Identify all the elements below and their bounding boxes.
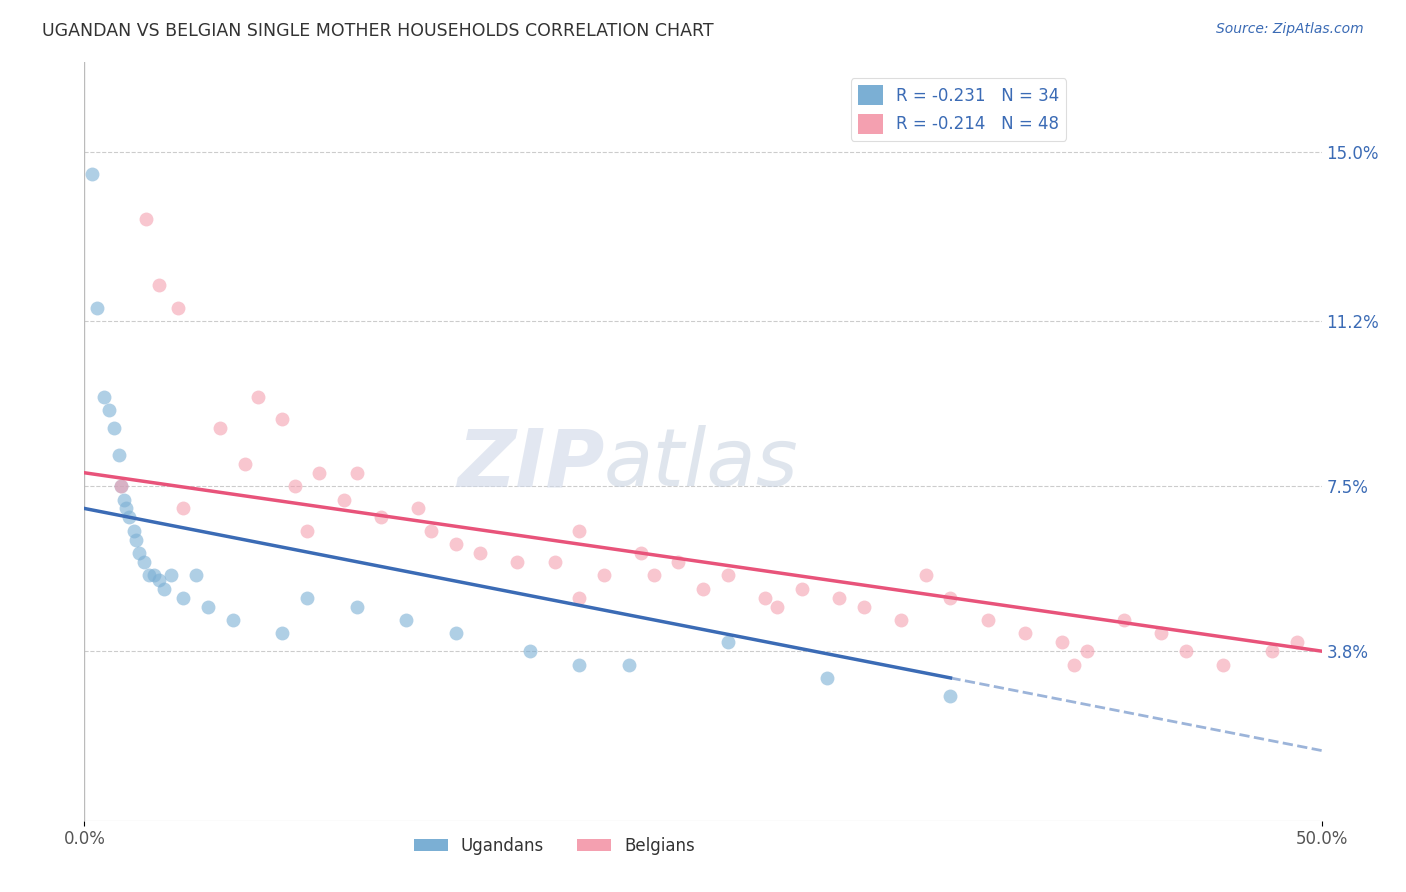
Point: [110, 479, 132, 493]
Point: [506, 555, 529, 569]
Point: [209, 421, 232, 435]
Point: [125, 533, 148, 547]
Point: [1050, 635, 1073, 649]
Point: [630, 546, 652, 560]
Point: [890, 613, 912, 627]
Point: [148, 278, 170, 293]
Point: [1112, 613, 1135, 627]
Point: [112, 492, 135, 507]
Point: [346, 466, 368, 480]
Point: [717, 568, 740, 582]
Point: [284, 479, 307, 493]
Point: [1212, 657, 1234, 672]
Point: [295, 591, 318, 605]
Point: [976, 613, 998, 627]
Point: [115, 501, 138, 516]
Point: [172, 591, 194, 605]
Point: [815, 671, 838, 685]
Point: [172, 501, 194, 516]
Point: [128, 546, 150, 560]
Point: [370, 510, 392, 524]
Point: [108, 448, 131, 462]
Text: UGANDAN VS BELGIAN SINGLE MOTHER HOUSEHOLDS CORRELATION CHART: UGANDAN VS BELGIAN SINGLE MOTHER HOUSEHO…: [42, 22, 714, 40]
Text: ZIP: ZIP: [457, 425, 605, 503]
Point: [222, 613, 245, 627]
Point: [408, 501, 430, 516]
Point: [93, 390, 115, 404]
Point: [395, 613, 418, 627]
Point: [135, 211, 157, 226]
Point: [197, 599, 219, 614]
Point: [852, 599, 875, 614]
Point: [790, 582, 813, 596]
Text: Source: ZipAtlas.com: Source: ZipAtlas.com: [1216, 22, 1364, 37]
Point: [118, 510, 141, 524]
Point: [444, 626, 467, 640]
Point: [519, 644, 541, 658]
Point: [86, 301, 108, 315]
Point: [167, 301, 190, 315]
Point: [1261, 644, 1284, 658]
Point: [939, 689, 962, 703]
Point: [1285, 635, 1308, 649]
Point: [295, 524, 318, 538]
Point: [152, 582, 174, 596]
Point: [98, 403, 121, 417]
Point: [184, 568, 207, 582]
Point: [271, 412, 294, 426]
Point: [939, 591, 962, 605]
Point: [754, 591, 776, 605]
Point: [1063, 657, 1085, 672]
Point: [643, 568, 665, 582]
Point: [914, 568, 936, 582]
Point: [568, 657, 591, 672]
Point: [1150, 626, 1173, 640]
Point: [766, 599, 789, 614]
Point: [122, 524, 145, 538]
Point: [593, 568, 616, 582]
Point: [80, 167, 103, 181]
Point: [1174, 644, 1197, 658]
Point: [543, 555, 565, 569]
Point: [333, 492, 356, 507]
Point: [419, 524, 441, 538]
Point: [308, 466, 330, 480]
Legend: Ugandans, Belgians: Ugandans, Belgians: [408, 830, 702, 862]
Point: [828, 591, 851, 605]
Point: [271, 626, 294, 640]
Point: [148, 573, 170, 587]
Point: [568, 524, 591, 538]
Point: [246, 390, 269, 404]
Point: [142, 568, 165, 582]
Point: [717, 635, 740, 649]
Point: [1014, 626, 1036, 640]
Point: [233, 457, 256, 471]
Point: [132, 555, 155, 569]
Point: [666, 555, 689, 569]
Point: [470, 546, 492, 560]
Point: [1076, 644, 1098, 658]
Point: [138, 568, 160, 582]
Point: [110, 479, 132, 493]
Point: [568, 591, 591, 605]
Point: [444, 537, 467, 551]
Point: [103, 421, 125, 435]
Point: [617, 657, 640, 672]
Point: [692, 582, 714, 596]
Point: [346, 599, 368, 614]
Point: [160, 568, 183, 582]
Text: atlas: atlas: [605, 425, 799, 503]
